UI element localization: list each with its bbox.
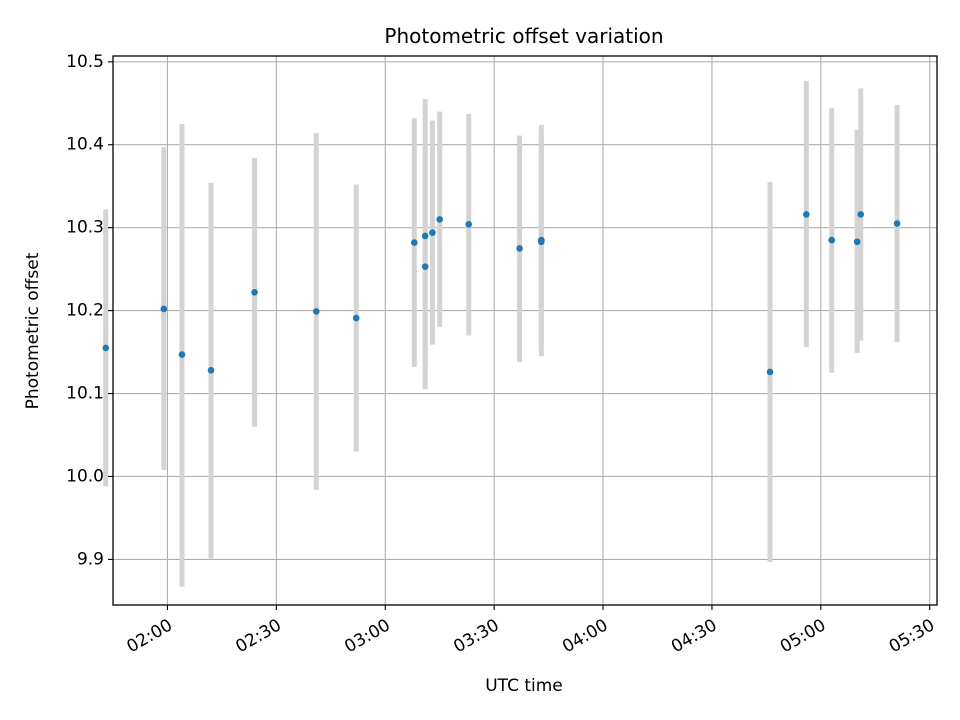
data-point <box>828 236 836 244</box>
y-axis-label: Photometric offset <box>23 252 43 409</box>
data-points <box>102 211 901 376</box>
data-point <box>538 236 545 244</box>
data-point <box>429 229 436 236</box>
y-tick-label: 10.0 <box>66 466 104 486</box>
data-point <box>421 263 429 270</box>
y-axis-ticks: 9.9 10.0 10.1 10.2 10.3 10.4 10.5 <box>66 52 113 569</box>
y-tick-label: 10.5 <box>66 52 104 72</box>
grid <box>113 56 937 605</box>
data-point <box>803 211 810 218</box>
y-tick-label: 9.9 <box>77 549 104 569</box>
data-point <box>178 351 186 358</box>
chart-title: Photometric offset variation <box>384 24 663 48</box>
data-point <box>436 216 443 223</box>
y-tick-label: 10.2 <box>66 301 104 321</box>
data-point <box>207 367 215 374</box>
data-point <box>893 220 901 227</box>
data-point <box>766 368 774 376</box>
data-point <box>160 305 168 313</box>
y-tick-label: 10.4 <box>66 135 104 155</box>
y-tick-label: 10.3 <box>66 218 104 238</box>
plot-frame <box>112 55 938 606</box>
data-point <box>102 344 110 352</box>
y-tick-label: 10.1 <box>66 384 104 404</box>
data-point <box>516 245 523 252</box>
data-point <box>857 211 865 218</box>
data-point <box>312 308 320 315</box>
data-point <box>352 314 360 322</box>
data-point <box>410 239 418 246</box>
data-point <box>465 221 473 228</box>
x-axis-label: UTC time <box>485 676 563 696</box>
data-point <box>251 289 258 296</box>
data-point <box>853 238 861 246</box>
data-point <box>421 232 429 240</box>
